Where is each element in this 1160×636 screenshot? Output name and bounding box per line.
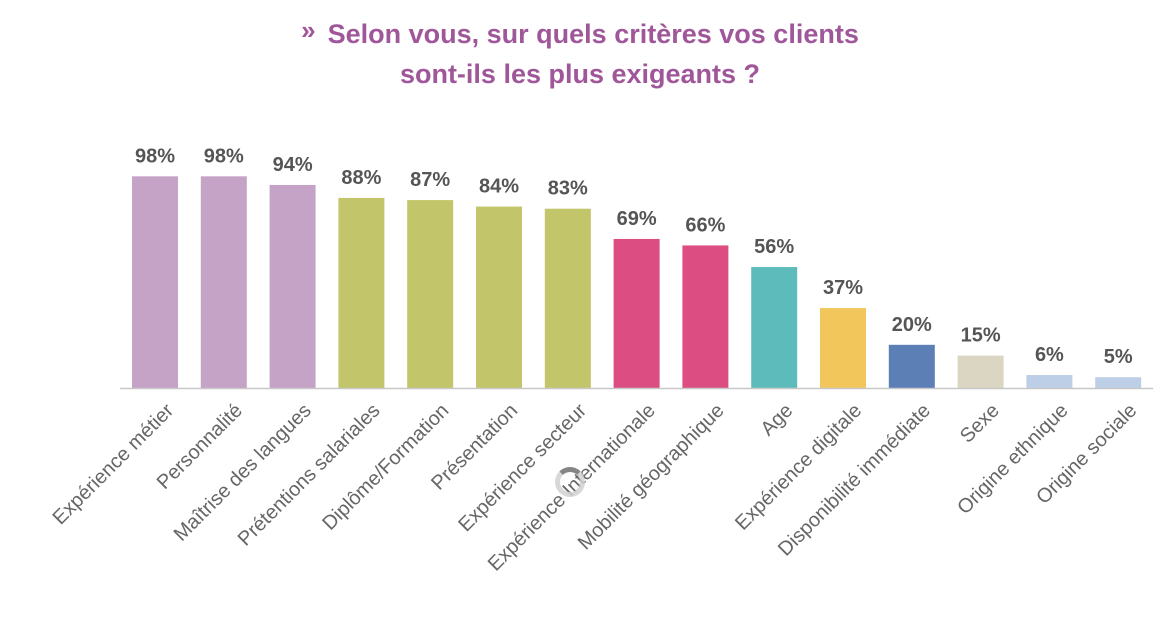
value-label-1: 98% bbox=[135, 145, 175, 167]
chart-title-line-1: » Selon vous, sur quels critères vos clie… bbox=[0, 10, 1160, 54]
value-label-14: 6% bbox=[1035, 344, 1064, 366]
bar-11 bbox=[820, 308, 866, 388]
bar-2 bbox=[200, 176, 247, 388]
value-label-12: 20% bbox=[892, 314, 932, 336]
bar-4 bbox=[338, 197, 385, 388]
bar-15 bbox=[1095, 377, 1142, 388]
category-label-13: Sexe bbox=[956, 400, 1004, 448]
bar-8 bbox=[613, 238, 660, 388]
chart-title: » Selon vous, sur quels critères vos clie… bbox=[0, 10, 1160, 94]
value-label-2: 98% bbox=[204, 145, 244, 167]
value-label-10: 56% bbox=[754, 236, 794, 258]
category-label-1: Expérience métier bbox=[49, 399, 179, 529]
value-labels-group: 98% 98% 94% 88% 87% 84% 83% 69% 66% 56% 37% 20% 15% 6… bbox=[135, 145, 1133, 368]
bar-14 bbox=[1026, 375, 1073, 388]
bar-12 bbox=[888, 344, 935, 388]
bar-1 bbox=[132, 176, 178, 388]
bar-9 bbox=[682, 245, 729, 388]
chart-title-text-1: Selon vous, sur quels critères vos clien… bbox=[327, 19, 859, 49]
bar-10 bbox=[751, 267, 798, 388]
bar-5 bbox=[407, 200, 454, 388]
category-label-5: Diplôme/Formation bbox=[318, 400, 453, 535]
value-label-6: 84% bbox=[479, 176, 519, 198]
value-label-15: 5% bbox=[1104, 346, 1133, 368]
bar-6 bbox=[476, 206, 522, 388]
category-label-11: Expérience digitale bbox=[731, 400, 866, 535]
value-label-13: 15% bbox=[961, 325, 1001, 347]
value-label-5: 87% bbox=[410, 169, 450, 191]
loading-spinner-icon bbox=[555, 467, 585, 497]
chevron-icon: » bbox=[301, 15, 316, 45]
bar-13 bbox=[957, 355, 1004, 388]
category-label-10: Age bbox=[757, 400, 798, 441]
value-label-11: 37% bbox=[823, 277, 863, 299]
bars-group bbox=[132, 176, 1142, 388]
category-label-3: Maîtrise des langues bbox=[170, 400, 316, 546]
bar-7 bbox=[544, 208, 591, 388]
bar-3 bbox=[269, 184, 316, 388]
value-label-4: 88% bbox=[341, 167, 381, 189]
value-label-7: 83% bbox=[548, 178, 588, 200]
chart-title-line-2: sont-ils les plus exigeants ? bbox=[399, 59, 761, 89]
value-label-9: 66% bbox=[685, 214, 725, 236]
value-label-8: 69% bbox=[617, 208, 657, 230]
value-label-3: 94% bbox=[273, 154, 313, 176]
